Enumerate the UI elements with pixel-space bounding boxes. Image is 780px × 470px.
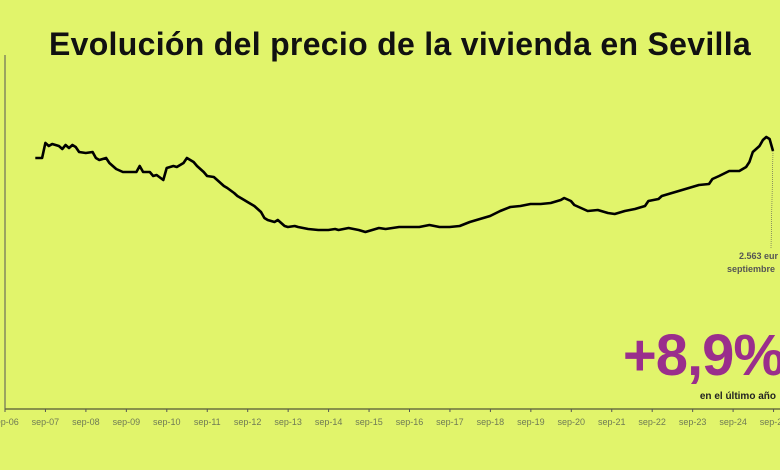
- x-tick-label: sep-17: [436, 417, 464, 427]
- annotation-value: 2.563 eur: [739, 251, 779, 261]
- annotation-date: septiembre: [727, 264, 776, 274]
- x-tick-label: sep-10: [153, 417, 181, 427]
- x-tick-label: sep-23: [679, 417, 707, 427]
- x-tick-label: sep-14: [315, 417, 343, 427]
- price-line: [35, 135, 775, 234]
- x-tick-label: sep-20: [558, 417, 586, 427]
- chart-title: Evolución del precio de la vivienda en S…: [48, 26, 752, 62]
- x-tick-label: sep-06: [0, 417, 19, 427]
- x-tick-label: sep-07: [32, 417, 60, 427]
- x-tick-label: sep-16: [396, 417, 424, 427]
- x-tick-label: sep-13: [274, 417, 302, 427]
- x-tick-label: sep-25: [760, 417, 780, 427]
- x-tick-label: sep-11: [194, 417, 221, 427]
- x-tick-label: sep-21: [598, 417, 626, 427]
- x-tick-label: sep-12: [234, 417, 262, 427]
- x-tick-label: sep-15: [355, 417, 383, 427]
- x-tick-label: sep-24: [719, 417, 747, 427]
- x-tick-label: sep-19: [517, 417, 545, 427]
- x-tick-label: sep-18: [477, 417, 505, 427]
- annotation-leader: [770, 150, 774, 249]
- yearly-change: +8,9%: [622, 323, 780, 388]
- yearly-change-caption: en el último año: [699, 391, 776, 402]
- x-tick-label: sep-22: [638, 417, 666, 427]
- x-tick-label: sep-08: [72, 417, 100, 427]
- x-tick-label: sep-09: [113, 417, 141, 427]
